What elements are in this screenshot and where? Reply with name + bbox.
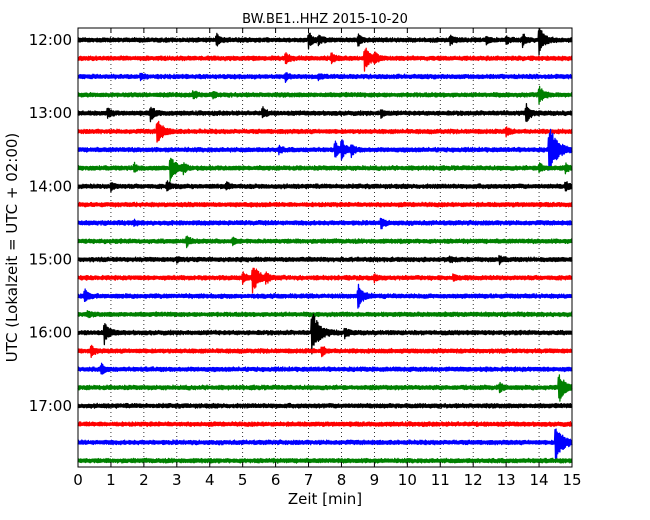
trace-1315 xyxy=(77,120,573,143)
trace-1430 xyxy=(77,217,573,230)
trace-1500 xyxy=(77,254,573,266)
trace-1445 xyxy=(77,235,573,249)
trace-1330 xyxy=(77,128,573,171)
y-tick-label: 13:00 xyxy=(29,104,72,122)
y-tick-label: 14:00 xyxy=(29,177,72,195)
x-tick-label: 10 xyxy=(398,471,417,489)
x-tick-label: 2 xyxy=(139,471,149,489)
x-tick-label: 14 xyxy=(530,471,549,489)
trace-1530 xyxy=(77,283,573,309)
x-axis-label: Zeit [min] xyxy=(288,490,362,508)
trace-layer xyxy=(77,27,573,464)
x-tick-label: 4 xyxy=(205,471,215,489)
trace-1730 xyxy=(77,428,573,462)
trace-1700 xyxy=(77,402,573,409)
y-tick-label: 12:00 xyxy=(29,31,72,49)
plot-frame xyxy=(77,27,573,468)
trace-1245 xyxy=(77,85,573,105)
x-tick-label: 6 xyxy=(271,471,281,489)
trace-1200 xyxy=(77,27,573,56)
trace-1615 xyxy=(77,344,573,358)
trace-1645 xyxy=(77,374,573,402)
trace-1630 xyxy=(77,362,573,375)
trace-1400 xyxy=(77,180,573,193)
trace-1545 xyxy=(77,310,573,319)
y-tick-label: 17:00 xyxy=(29,397,72,415)
trace-1600 xyxy=(77,313,573,355)
axis-layer: 0 1 2 3 4 5 6 7 8 9 10 11 12 13 14 1512:0013:0014:0015:… xyxy=(29,28,582,489)
chart-title: BW.BE1..HHZ 2015-10-20 xyxy=(242,12,408,27)
x-tick-label: 8 xyxy=(337,471,347,489)
y-tick-label: 15:00 xyxy=(29,251,72,269)
x-tick-label: 0 xyxy=(73,471,83,489)
x-tick-label: 5 xyxy=(238,471,248,489)
trace-1515 xyxy=(77,267,573,294)
x-tick-label: 13 xyxy=(497,471,516,489)
x-tick-label: 9 xyxy=(370,471,380,489)
trace-1715 xyxy=(77,421,573,428)
x-tick-label: 1 xyxy=(106,471,116,489)
trace-1300 xyxy=(77,103,573,123)
trace-1415 xyxy=(77,201,573,208)
x-tick-label: 12 xyxy=(464,471,483,489)
x-tick-label: 11 xyxy=(431,471,450,489)
trace-1230 xyxy=(77,72,573,83)
trace-1215 xyxy=(77,47,573,72)
trace-1745 xyxy=(77,457,573,464)
y-axis-label: UTC (Lokalzeit = UTC + 02:00) xyxy=(3,133,21,363)
trace-1345 xyxy=(77,157,573,182)
x-tick-label: 15 xyxy=(562,471,581,489)
y-tick-label: 16:00 xyxy=(29,324,72,342)
x-tick-label: 7 xyxy=(304,471,314,489)
x-tick-label: 3 xyxy=(172,471,182,489)
